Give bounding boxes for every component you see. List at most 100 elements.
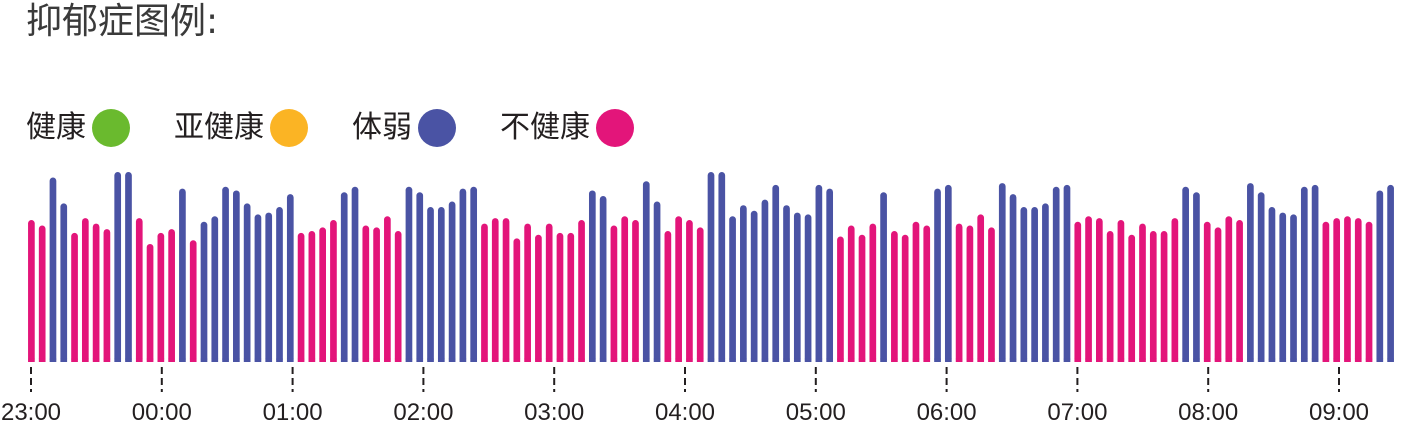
chart-bar-base (934, 358, 941, 362)
chart-bar-base (1160, 358, 1168, 362)
chart-bar (1031, 207, 1038, 362)
chart-bar-base (632, 358, 639, 362)
chart-bar-base (481, 358, 488, 362)
chart-bar (513, 238, 521, 362)
chart-bar (793, 212, 801, 362)
chart-bar-base (740, 358, 747, 362)
chart-bar-base (373, 358, 380, 362)
chart-bar (826, 188, 834, 362)
chart-bar (556, 232, 564, 362)
chart-bar-base (891, 358, 898, 362)
chart-bar (286, 194, 294, 362)
chart-bar (1247, 183, 1254, 362)
x-tick-label: 08:00 (1178, 399, 1238, 422)
chart-bar (114, 172, 122, 362)
chart-bar (405, 186, 413, 362)
chart-bar (38, 225, 46, 362)
chart-bar-base (189, 358, 197, 362)
legend: 健康 亚健康 体弱 不健康 (26, 106, 678, 150)
chart-bar (761, 199, 769, 362)
chart-bar-base (146, 358, 154, 362)
chart-bar-base (276, 358, 283, 362)
chart-bar (1376, 190, 1384, 362)
chart-bar-base (1322, 358, 1330, 362)
chart-bar-base (200, 358, 208, 362)
chart-bar-base (524, 358, 531, 362)
chart-bar-base (1128, 358, 1136, 362)
chart-bar (955, 223, 963, 362)
chart-bar-base (1149, 358, 1157, 362)
legend-item-weak: 体弱 (352, 108, 456, 148)
chart-bar (1322, 221, 1330, 362)
chart-bar (535, 234, 542, 362)
chart-bar-base (233, 358, 240, 362)
chart-bar (998, 183, 1006, 362)
chart-bar (1009, 194, 1017, 362)
chart-bar (1193, 192, 1200, 362)
chart-bar-base (1052, 358, 1060, 362)
legend-label: 健康 (26, 110, 86, 145)
chart-bar (470, 186, 478, 362)
chart-bar-base (448, 358, 456, 362)
chart-bar (880, 192, 887, 362)
chart-bar (1182, 186, 1189, 362)
chart-bar-base (1354, 358, 1362, 362)
legend-label: 体弱 (352, 110, 412, 145)
chart-bar-base (211, 358, 219, 362)
chart-bar-base (254, 358, 262, 362)
chart-bar-base (804, 358, 812, 362)
chart-bar (103, 229, 111, 362)
chart-bar (1290, 214, 1297, 362)
chart-bar-base (1193, 358, 1200, 362)
chart-bar-base (707, 358, 715, 362)
chart-bar (524, 223, 531, 362)
chart-bar-base (1020, 358, 1028, 362)
chart-bar (1074, 221, 1082, 362)
chart-bar-base (599, 358, 607, 362)
chart-bar (373, 227, 380, 362)
chart-bar (1171, 218, 1179, 362)
legend-swatch (596, 109, 634, 147)
chart-bar (1128, 234, 1136, 362)
chart-bar-base (330, 358, 337, 362)
chart-bar-base (1009, 358, 1017, 362)
chart-bar (923, 225, 931, 362)
chart-bar (675, 216, 682, 362)
chart-bar-base (1214, 358, 1222, 362)
chart-bar (988, 227, 995, 362)
chart-bar-base (1279, 358, 1287, 362)
chart-bar (427, 207, 434, 362)
chart-bar (481, 223, 488, 362)
chart-bar-base (1247, 358, 1254, 362)
chart-bar (1203, 221, 1211, 362)
chart-bar (891, 231, 898, 362)
chart-bar-base (394, 358, 402, 362)
chart-bar (222, 186, 229, 362)
chart-bar-base (459, 358, 467, 362)
chart-bar (1268, 207, 1276, 362)
chart-bar-base (847, 358, 855, 362)
chart-bar (265, 212, 273, 362)
chart-bar (394, 231, 402, 362)
chart-bar-base (502, 358, 510, 362)
legend-swatch (270, 109, 308, 147)
chart-bar (1257, 192, 1265, 362)
chart-bar-base (243, 358, 251, 362)
chart-bar-base (545, 358, 553, 362)
chart-bar-base (1171, 358, 1179, 362)
chart-bar-base (168, 358, 175, 362)
chart-bar (804, 214, 812, 362)
chart-bar-base (912, 358, 920, 362)
chart-bar-base (1300, 358, 1308, 362)
legend-swatch (418, 109, 456, 147)
chart-bar (977, 214, 985, 362)
page-title: 抑郁症图例: (26, 1, 219, 42)
chart-bar-base (718, 358, 726, 362)
chart-bar (1085, 216, 1092, 362)
chart-bar (1096, 218, 1103, 362)
chart-bar-base (588, 358, 596, 362)
chart-bar-base (513, 358, 521, 362)
chart-bar-base (901, 358, 909, 362)
legend-label: 亚健康 (174, 110, 264, 145)
chart-bar-base (286, 358, 294, 362)
